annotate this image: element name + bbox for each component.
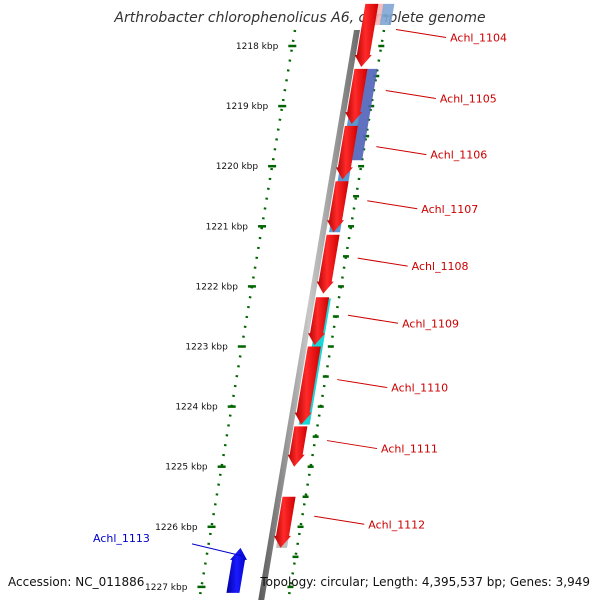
scale-tick-label: 1220 kbp: [216, 162, 259, 172]
gene-label-achl_1110[interactable]: Achl_1110: [391, 382, 448, 395]
gene-arrow-achl_1111[interactable]: [287, 426, 308, 467]
gene-label-leader: [337, 379, 388, 389]
accession-text: Accession: NC_011886: [8, 575, 145, 589]
gene-arrow-achl_1113[interactable]: [226, 547, 247, 593]
outer-dotted-line: [287, 29, 386, 600]
gene-label-leader: [326, 440, 378, 450]
gene-label-achl_1107[interactable]: Achl_1107: [421, 203, 478, 216]
gene-label-achl_1105[interactable]: Achl_1105: [440, 92, 497, 105]
scale-tick-label: 1223 kbp: [185, 343, 228, 353]
genome-summary-text: Topology: circular; Length: 4,395,537 bp…: [260, 575, 590, 589]
genes-layer: [191, 3, 447, 593]
gene-arrow-achl_1109[interactable]: [308, 297, 330, 346]
scale-tick-label: 1219 kbp: [226, 102, 269, 112]
scale-tick-label: 1226 kbp: [155, 523, 198, 533]
scale-layer: 1218 kbp 1219 kbp 1220 kbp 1221 kbp 1222 kbp…: [145, 14, 390, 600]
gene-label-leader: [376, 146, 427, 156]
gene-arrow-achl_1104[interactable]: [354, 3, 379, 68]
scale-tick-label: 1227 kbp: [145, 583, 188, 593]
scale-tick-label: 1218 kbp: [236, 42, 279, 52]
gene-arrow-achl_1108[interactable]: [316, 234, 340, 294]
gene-arrow-achl_1106[interactable]: [335, 125, 358, 180]
labels-layer: Achl_1104 Achl_1105 Achl_1106 Achl_1107 Achl…: [93, 31, 507, 544]
scale-tick-label: 1221 kbp: [206, 222, 249, 232]
gene-label-achl_1111[interactable]: Achl_1111: [381, 443, 438, 456]
gene-arrow-achl_1107[interactable]: [327, 181, 349, 233]
gene-arrow-achl_1110[interactable]: [294, 346, 321, 425]
scale-tick-label: 1224 kbp: [175, 403, 218, 413]
features-layer: [276, 3, 395, 548]
map-title: Arthrobacter chlorophenolicus A6, comple…: [114, 10, 486, 26]
gene-label-leader: [395, 28, 447, 38]
feature-block: [351, 68, 378, 161]
scale-dotted-line: [198, 29, 297, 600]
gene-label-leader: [385, 89, 436, 99]
gene-label-achl_1113[interactable]: Achl_1113: [93, 532, 150, 545]
gene-label-leader: [367, 200, 418, 210]
gene-label-achl_1106[interactable]: Achl_1106: [430, 149, 487, 162]
scale-tick-label: 1222 kbp: [196, 282, 239, 292]
gene-arrow-achl_1112[interactable]: [274, 496, 296, 548]
gene-label-leader: [357, 257, 408, 267]
gene-label-leader: [314, 515, 365, 525]
feature-block: [379, 3, 395, 25]
scale-tick-label: 1225 kbp: [165, 463, 208, 473]
gene-label-achl_1108[interactable]: Achl_1108: [412, 260, 469, 273]
gene-label-leader: [191, 543, 243, 557]
gene-label-leader: [347, 314, 399, 324]
gene-arrow-achl_1105[interactable]: [345, 68, 368, 125]
gene-label-achl_1112[interactable]: Achl_1112: [368, 518, 425, 531]
genome-backbone: [258, 30, 360, 600]
gene-label-achl_1109[interactable]: Achl_1109: [402, 317, 459, 330]
backbone-layer: [258, 30, 360, 600]
gene-label-achl_1104[interactable]: Achl_1104: [450, 31, 507, 44]
